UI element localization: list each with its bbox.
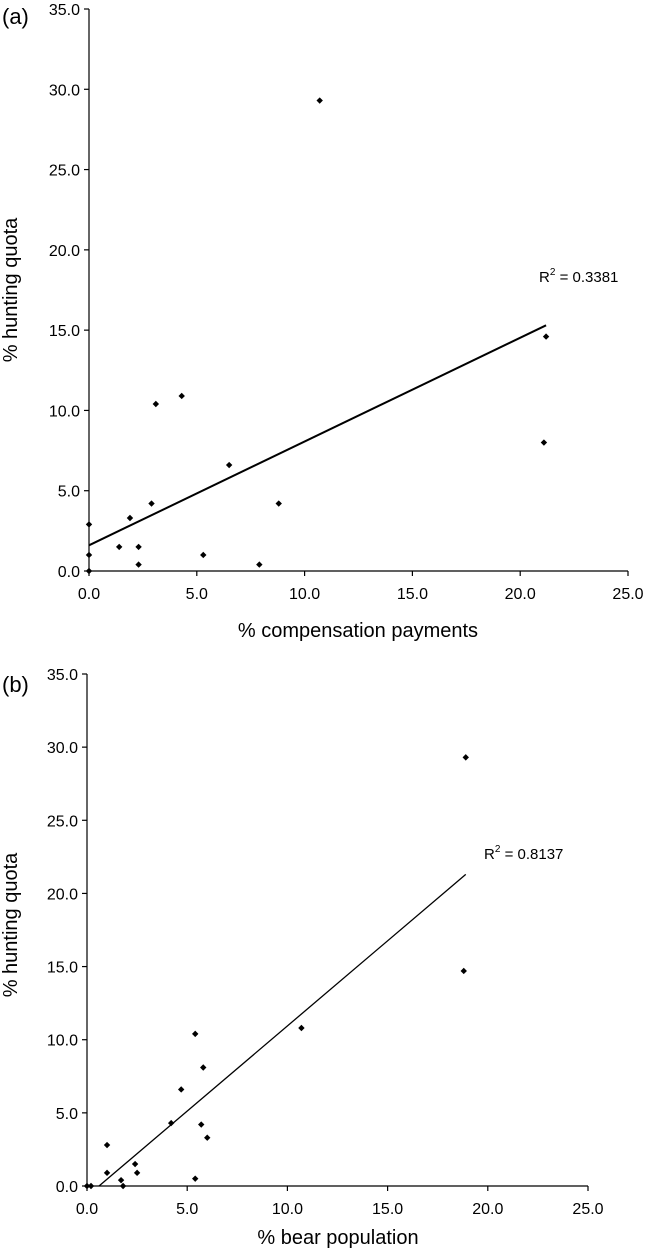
panel-a-data-point: [178, 392, 185, 400]
panel-a: (a) 0.0 5.0 10.0 15.0 20.0 25.0 30.0 35.0 0.0 5.…: [0, 2, 644, 642]
panel-a-data-point: [85, 551, 93, 559]
panel-b-data-point: [462, 754, 469, 761]
panel-b-data-point: [200, 1064, 207, 1071]
panel-b-points: [83, 754, 469, 1190]
panel-b-data-point: [177, 1086, 185, 1093]
panel-a-data-point: [540, 439, 548, 446]
panel-a-r2-value: = 0.3381: [555, 269, 618, 286]
panel-b-data-point: [192, 1030, 199, 1038]
panel-a-y-tick-label: 30.0: [49, 82, 80, 99]
panel-a-data-point: [152, 400, 160, 408]
panel-a-x-tick-label: 25.0: [612, 586, 643, 603]
panel-b-x-ticks: 0.0 5.0 10.0 15.0 20.0 25.0: [76, 1186, 604, 1218]
panel-a-y-ticks: 0.0 5.0 10.0 15.0 20.0 25.0 30.0 35.0: [49, 2, 89, 581]
panel-b-y-tick-label: 10.0: [47, 1033, 78, 1050]
panel-b-y-ticks: 0.0 5.0 10.0 15.0 20.0 25.0 30.0 35.0: [47, 667, 87, 1196]
panel-b-r2-value: = 0.8137: [500, 846, 563, 863]
panel-a-y-tick-label: 5.0: [58, 484, 80, 501]
panel-a-x-tick-label: 15.0: [397, 586, 428, 603]
panel-b-x-tick-label: 20.0: [472, 1201, 503, 1218]
panel-a-data-point: [135, 561, 142, 568]
panel-a-y-title: % hunting quota: [0, 217, 22, 362]
panel-a-y-tick-label: 0.0: [58, 564, 80, 581]
panel-a-data-point: [148, 500, 155, 507]
panel-a-x-tick-label: 0.0: [78, 586, 100, 603]
panel-b-trendline: [98, 873, 467, 1187]
panel-a-points: [85, 97, 550, 575]
panel-b-data-point: [119, 1182, 127, 1190]
panel-b-r2-label: R2 = 0.8137: [484, 844, 563, 863]
panel-a-data-point: [126, 514, 134, 522]
panel-a-y-tick-label: 20.0: [49, 243, 80, 260]
panel-b-label: (b): [2, 672, 29, 697]
panel-a-data-point: [542, 333, 550, 340]
panel-b-data-point: [103, 1169, 111, 1177]
panel-b-y-tick-label: 15.0: [47, 960, 78, 977]
panel-b-data-point: [131, 1160, 139, 1168]
panel-a-data-point: [256, 561, 263, 568]
panel-b-x-tick-label: 5.0: [176, 1201, 198, 1218]
panel-a-x-title: % compensation payments: [238, 620, 478, 642]
panel-b-data-point: [87, 1182, 95, 1190]
panel-a-x-ticks: 0.0 5.0 10.0 15.0 20.0 25.0: [78, 571, 644, 603]
panel-a-x-tick-label: 20.0: [505, 586, 536, 603]
panel-a-x-tick-label: 10.0: [289, 586, 320, 603]
panel-b-data-point: [103, 1141, 111, 1149]
panel-a-data-point: [225, 461, 233, 469]
panel-b-data-point: [460, 967, 467, 975]
panel-b-data-point: [167, 1119, 175, 1127]
panel-a-data-point: [85, 521, 93, 528]
panel-b-x-tick-label: 25.0: [572, 1201, 603, 1218]
panel-b-x-title: % bear population: [257, 1227, 418, 1249]
panel-b-data-point: [298, 1024, 305, 1032]
panel-a-r2-label: R2 = 0.3381: [539, 267, 618, 286]
panel-a-trendline: [88, 324, 547, 547]
panel-a-data-point: [316, 97, 323, 104]
panel-b-data-point: [204, 1134, 211, 1141]
panel-b-data-point: [117, 1176, 125, 1184]
panel-a-r2-sup: 2: [550, 267, 556, 278]
panel-b-y-tick-label: 25.0: [47, 813, 78, 830]
panel-a-y-tick-label: 15.0: [49, 323, 80, 340]
panel-b-r2-sup: 2: [495, 844, 501, 855]
panel-a-y-tick-label: 25.0: [49, 163, 80, 180]
panel-b-x-tick-label: 10.0: [272, 1201, 303, 1218]
panel-a-data-point: [85, 567, 93, 575]
panel-a-data-point: [135, 543, 142, 551]
panel-b: (b) 0.0 5.0 10.0 15.0 20.0 25.0 30.0 35.0 0.0 5.…: [0, 667, 604, 1249]
panel-b-data-point: [198, 1121, 205, 1128]
panel-b-y-tick-label: 0.0: [56, 1179, 78, 1196]
panel-b-y-title: % hunting quota: [0, 852, 22, 997]
panel-a-data-point: [115, 543, 123, 551]
panel-b-data-point: [192, 1175, 199, 1182]
panel-a-y-tick-label: 35.0: [49, 2, 80, 19]
panel-b-r2-base: R: [484, 846, 495, 863]
panel-a-x-tick-label: 5.0: [186, 586, 208, 603]
panel-b-x-tick-label: 0.0: [76, 1201, 98, 1218]
panel-b-y-tick-label: 20.0: [47, 886, 78, 903]
panel-a-y-tick-label: 10.0: [49, 403, 80, 420]
panel-b-data-point: [83, 1182, 91, 1190]
panel-b-data-point: [133, 1169, 141, 1177]
panel-b-x-tick-label: 15.0: [372, 1201, 403, 1218]
panel-a-label: (a): [2, 4, 29, 29]
panel-a-data-point: [200, 551, 207, 559]
panel-b-y-tick-label: 5.0: [56, 1106, 78, 1123]
panel-b-y-tick-label: 30.0: [47, 740, 78, 757]
panel-a-r2-base: R: [539, 269, 550, 286]
panel-b-y-tick-label: 35.0: [47, 667, 78, 684]
panel-a-data-point: [275, 500, 282, 507]
